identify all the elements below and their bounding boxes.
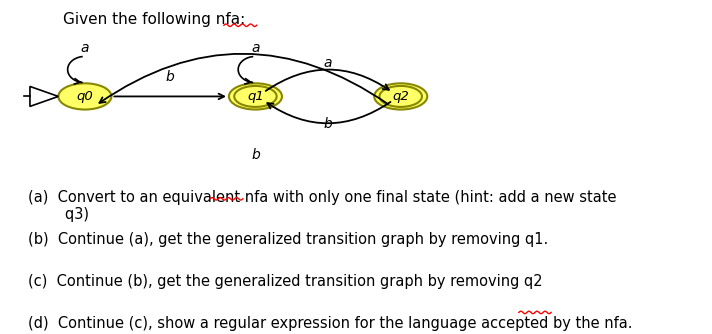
Circle shape [58,83,111,110]
Text: b: b [324,117,333,131]
Circle shape [229,83,282,110]
Text: (a)  Convert to an equivalent nfa with only one final state (hint: add a new sta: (a) Convert to an equivalent nfa with on… [28,190,617,222]
Text: (d)  Continue (c), show a regular expression for the language accepted by the nf: (d) Continue (c), show a regular express… [28,317,632,332]
Text: q2: q2 [392,90,409,103]
Text: a: a [251,41,260,55]
Text: a: a [324,56,333,70]
Text: b: b [251,148,260,162]
Text: q0: q0 [76,90,93,103]
Text: b: b [166,70,174,84]
Text: a: a [80,41,89,55]
Text: (b)  Continue (a), get the generalized transition graph by removing q1.: (b) Continue (a), get the generalized tr… [28,232,548,247]
Circle shape [375,83,427,110]
Text: Given the following nfa:: Given the following nfa: [63,12,246,27]
Text: q1: q1 [247,90,264,103]
Text: (c)  Continue (b), get the generalized transition graph by removing q2: (c) Continue (b), get the generalized tr… [28,274,543,289]
